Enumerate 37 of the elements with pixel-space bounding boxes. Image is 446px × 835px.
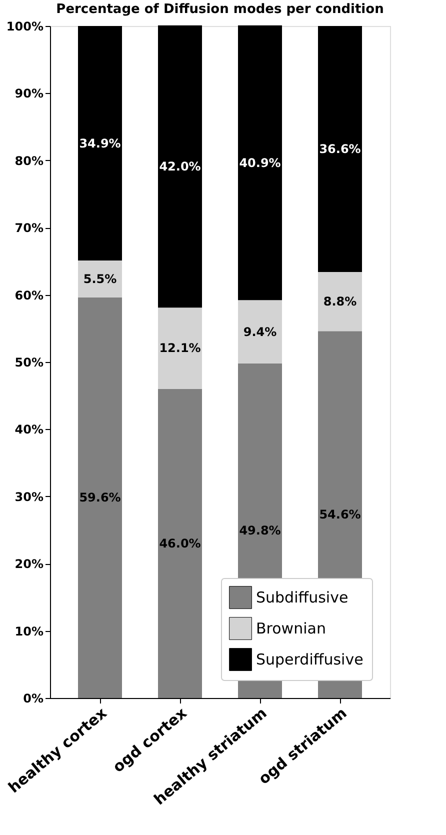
data-label: 34.9%: [79, 136, 121, 150]
data-label: 12.1%: [159, 341, 201, 356]
y-tick-label: 60%: [14, 288, 44, 302]
legend-label: Superdiffusive: [256, 650, 364, 668]
bar: [238, 25, 282, 300]
y-tick-label: 40%: [14, 422, 44, 437]
y-tick-label: 90%: [14, 86, 44, 101]
data-label: 42.0%: [159, 159, 201, 174]
y-tick-label: 80%: [14, 154, 44, 168]
bar: [78, 260, 122, 298]
bar: [78, 26, 122, 261]
data-label: 59.6%: [79, 490, 121, 505]
bar: [158, 388, 202, 698]
data-label: 5.5%: [83, 272, 117, 286]
bar: [318, 26, 362, 272]
data-label: 9.4%: [243, 324, 277, 339]
bar: [238, 300, 282, 364]
bar: [78, 297, 122, 698]
legend-label: Subdiffusive: [256, 588, 348, 606]
bar: [318, 272, 362, 332]
chart-title: Percentage of Diffusion modes per condition: [56, 2, 384, 17]
data-label: 40.9%: [239, 156, 281, 170]
data-label: 49.8%: [239, 524, 281, 538]
y-tick-label: 20%: [14, 557, 44, 572]
y-tick-label: 50%: [14, 356, 44, 370]
data-label: 46.0%: [159, 536, 201, 550]
bar: [158, 308, 202, 389]
y-tick-label: 0%: [23, 692, 44, 706]
y-tick-label: 100%: [6, 20, 44, 34]
legend-label: Brownian: [256, 620, 326, 638]
data-label: 8.8%: [323, 294, 357, 309]
y-tick-label: 10%: [14, 624, 44, 638]
bar: [158, 25, 202, 308]
y-tick-label: 30%: [14, 490, 44, 504]
data-label: 36.6%: [319, 142, 361, 156]
data-label: 54.6%: [319, 508, 361, 522]
y-tick-label: 70%: [14, 221, 44, 236]
